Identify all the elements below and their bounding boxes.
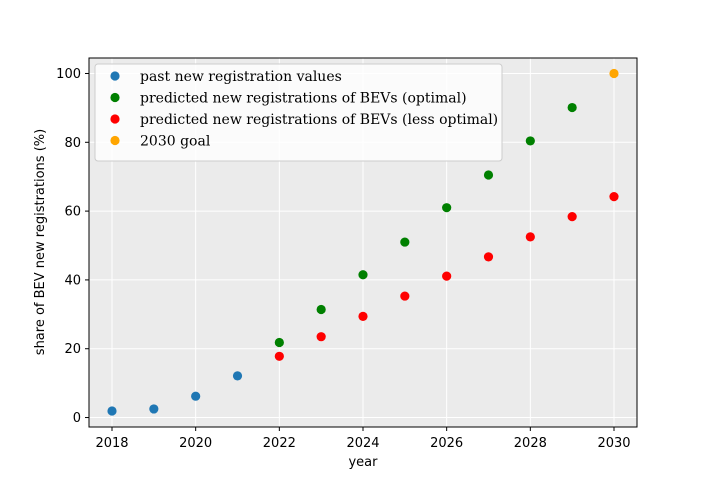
data-point-series-2 xyxy=(483,252,494,262)
data-point-series-0 xyxy=(232,371,243,381)
data-point-series-2 xyxy=(274,351,284,361)
data-point-series-1 xyxy=(358,270,368,280)
x-tick-label: 2030 xyxy=(597,436,630,451)
data-point-series-3 xyxy=(609,68,619,79)
legend-marker xyxy=(110,114,120,124)
legend-label: predicted new registrations of BEVs (opt… xyxy=(140,91,467,107)
data-point-series-2 xyxy=(400,291,410,301)
data-point-series-0 xyxy=(107,406,117,416)
data-points xyxy=(107,68,619,416)
legend-label: predicted new registrations of BEVs (les… xyxy=(140,112,498,128)
y-axis-label: share of BEV new registrations (%) xyxy=(33,129,48,355)
y-tick-label: 60 xyxy=(64,205,81,220)
y-tick-label: 20 xyxy=(64,342,81,357)
data-point-series-1 xyxy=(274,337,284,348)
legend-label: 2030 goal xyxy=(140,134,211,150)
y-tick-label: 80 xyxy=(64,136,81,151)
x-tick-label: 2020 xyxy=(179,436,212,451)
legend-marker xyxy=(110,71,120,81)
x-axis-ticks: 2018 2020 2022 2024 2026 2028 2030 xyxy=(95,427,631,451)
data-point-series-1 xyxy=(400,237,410,247)
legend-box xyxy=(94,63,503,162)
legend-label: past new registration values xyxy=(140,69,342,85)
data-point-series-1 xyxy=(525,136,535,146)
data-point-series-2 xyxy=(358,311,368,321)
y-tick-label: 0 xyxy=(73,411,81,426)
y-axis-ticks: 0 20 40 60 80 100 xyxy=(56,67,89,426)
x-axis-label: year xyxy=(348,455,378,470)
data-point-series-0 xyxy=(191,391,201,401)
x-tick-label: 2024 xyxy=(346,436,379,451)
x-tick-label: 2028 xyxy=(514,436,547,451)
data-point-series-2 xyxy=(525,232,535,242)
y-tick-label: 100 xyxy=(56,67,81,82)
legend-marker xyxy=(110,92,120,103)
data-point-series-1 xyxy=(567,102,577,113)
data-point-series-2 xyxy=(609,192,619,202)
x-tick-label: 2018 xyxy=(95,436,128,451)
data-point-series-1 xyxy=(442,203,452,213)
legend: past new registration values predicted ne… xyxy=(94,63,503,162)
x-tick-label: 2022 xyxy=(263,436,296,451)
x-tick-label: 2026 xyxy=(430,436,463,451)
data-point-series-0 xyxy=(149,404,159,414)
plot-frame xyxy=(88,57,638,428)
data-point-series-1 xyxy=(316,304,326,315)
data-point-series-2 xyxy=(442,271,452,281)
data-point-series-1 xyxy=(483,170,494,180)
data-point-series-2 xyxy=(567,212,577,222)
legend-marker xyxy=(110,135,120,146)
data-point-series-2 xyxy=(316,332,326,342)
y-tick-label: 40 xyxy=(64,273,81,288)
